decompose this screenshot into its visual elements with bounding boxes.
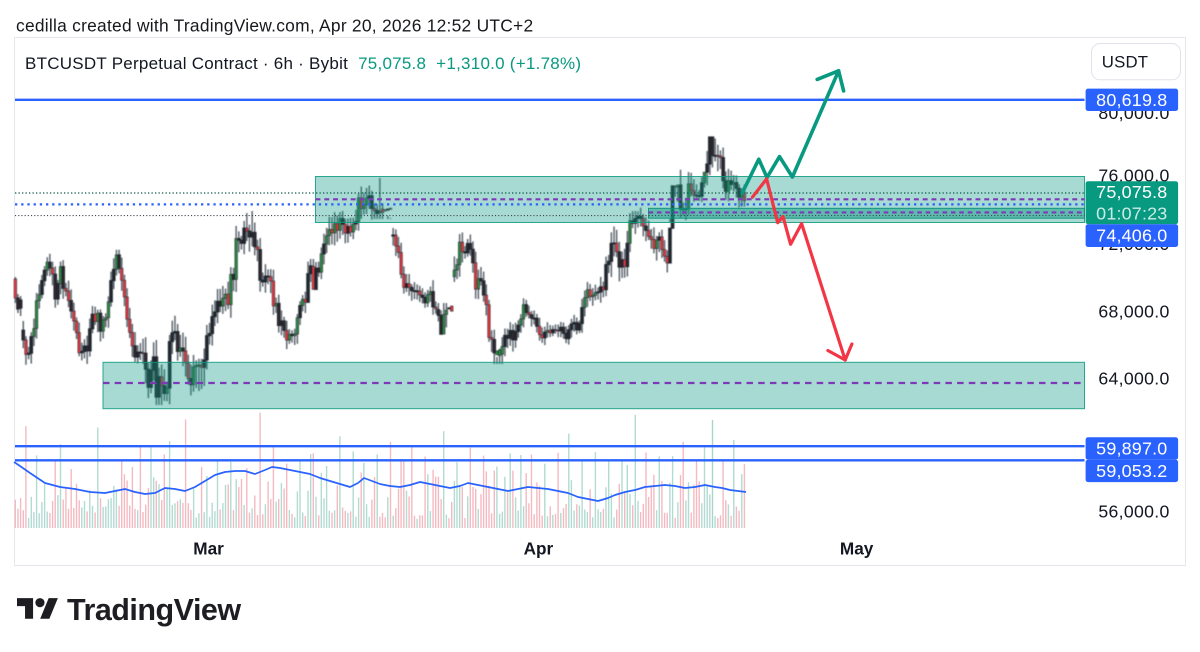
- svg-text:56,000.0: 56,000.0: [1098, 501, 1169, 521]
- svg-text:59,053.2: 59,053.2: [1096, 461, 1167, 481]
- svg-text:01:07:23: 01:07:23: [1096, 204, 1167, 224]
- svg-text:May: May: [840, 538, 874, 558]
- svg-text:80,619.8: 80,619.8: [1096, 90, 1167, 110]
- svg-text:75,075.8: 75,075.8: [1096, 182, 1167, 202]
- svg-text:USDT: USDT: [1102, 52, 1148, 71]
- svg-text:68,000.0: 68,000.0: [1098, 301, 1169, 321]
- svg-text:64,000.0: 64,000.0: [1098, 368, 1169, 388]
- svg-text:59,897.0: 59,897.0: [1096, 439, 1167, 459]
- svg-text:BTCUSDT Perpetual Contract · 6: BTCUSDT Perpetual Contract · 6h · Bybit …: [25, 54, 581, 73]
- svg-text:74,406.0: 74,406.0: [1096, 226, 1167, 246]
- svg-text:TradingView: TradingView: [67, 593, 241, 627]
- svg-text:Apr: Apr: [524, 538, 554, 558]
- svg-text:cedilla created with TradingVi: cedilla created with TradingView.com, Ap…: [16, 16, 533, 36]
- svg-text:Mar: Mar: [193, 538, 224, 558]
- svg-text:76,000.0: 76,000.0: [1098, 165, 1169, 185]
